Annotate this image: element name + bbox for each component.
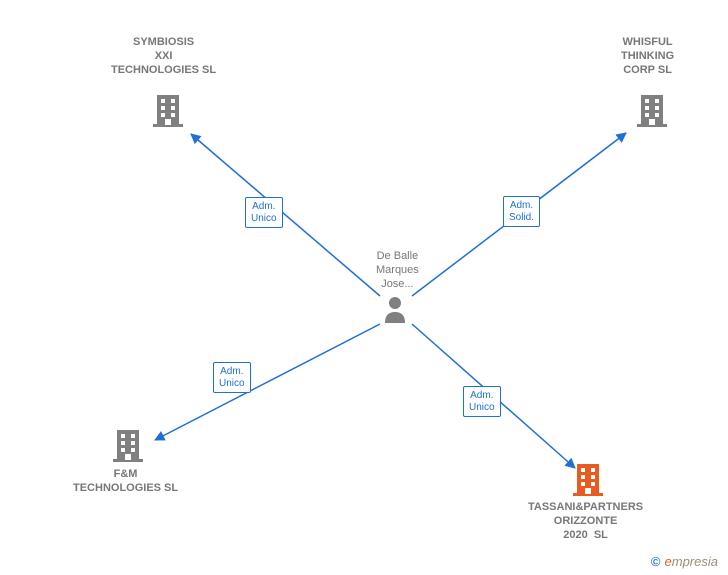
node-label-bl: F&M TECHNOLOGIES SL (73, 468, 178, 496)
edge-tl (191, 134, 380, 296)
node-label-tr: WHISFUL THINKING CORP SL (621, 36, 674, 77)
copyright: © empresia (651, 554, 718, 569)
edge-badge-bl: Adm. Unico (213, 362, 251, 393)
edge-bl (155, 324, 380, 440)
brand-lead: e (665, 554, 672, 569)
edge-badge-tl: Adm. Unico (245, 197, 283, 228)
building-icon-br (573, 462, 603, 496)
building-icon-bl (113, 428, 143, 462)
edge-badge-br: Adm. Unico (463, 386, 501, 417)
edge-badge-tr: Adm. Solid. (503, 196, 540, 227)
center-label: De Balle Marques Jose... (376, 250, 419, 291)
person-icon (383, 295, 407, 323)
copyright-symbol: © (651, 554, 661, 569)
node-label-tl: SYMBIOSIS XXI TECHNOLOGIES SL (111, 36, 216, 77)
brand-rest: mpresia (672, 554, 718, 569)
node-label-br: TASSANI&PARTNERS ORIZZONTE 2020 SL (528, 501, 643, 542)
building-icon-tr (637, 93, 667, 127)
building-icon-tl (153, 93, 183, 127)
network-diagram: Adm. Unico Adm. Solid. Adm. Unico Adm. U… (0, 0, 728, 575)
